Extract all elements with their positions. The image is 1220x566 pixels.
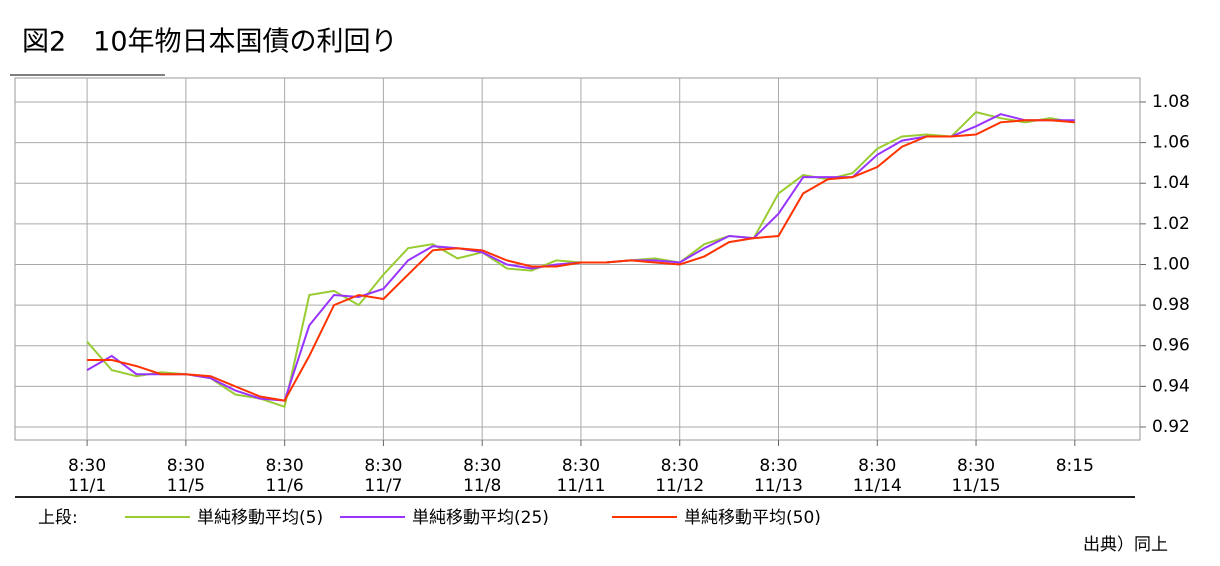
y-tick-label: 0.98 [1152, 295, 1190, 315]
x-tick-label: 8:30 11/1 [68, 456, 107, 496]
y-tick-label: 0.96 [1152, 336, 1190, 356]
y-tick-label: 1.04 [1152, 173, 1190, 193]
legend-label: 単純移動平均(50) [684, 508, 821, 528]
y-tick-label: 1.02 [1152, 214, 1190, 234]
source: 出典）同上 [1083, 535, 1168, 555]
x-tick-label: 8:30 11/14 [852, 456, 902, 496]
x-tick-label: 8:30 11/13 [753, 456, 803, 496]
y-tick-label: 1.06 [1152, 133, 1190, 153]
plot-frame [14, 77, 1141, 441]
legend-label: 単純移動平均(5) [197, 508, 323, 528]
x-tick-label: 8:30 11/11 [556, 456, 606, 496]
x-tick-label: 8:30 11/6 [265, 456, 304, 496]
y-tick-label: 0.92 [1152, 417, 1190, 437]
legend-prefix: 上段: [38, 508, 78, 528]
y-tick-label: 1.08 [1152, 92, 1190, 112]
x-tick-label: 8:30 11/5 [166, 456, 205, 496]
x-tick-label: 8:30 11/15 [951, 456, 1001, 496]
chart-title: 図2 10年物日本国債の利回り [22, 27, 398, 58]
legend-label: 単純移動平均(25) [412, 508, 549, 528]
x-tick-label: 8:15 [1055, 456, 1094, 476]
x-tick-label: 8:30 11/8 [463, 456, 502, 496]
y-tick-label: 1.00 [1152, 254, 1190, 274]
series-line [87, 119, 1075, 402]
y-tick-label: 0.94 [1152, 376, 1190, 396]
x-tick-label: 8:30 11/12 [655, 456, 705, 496]
x-tick-label: 8:30 11/7 [364, 456, 403, 496]
